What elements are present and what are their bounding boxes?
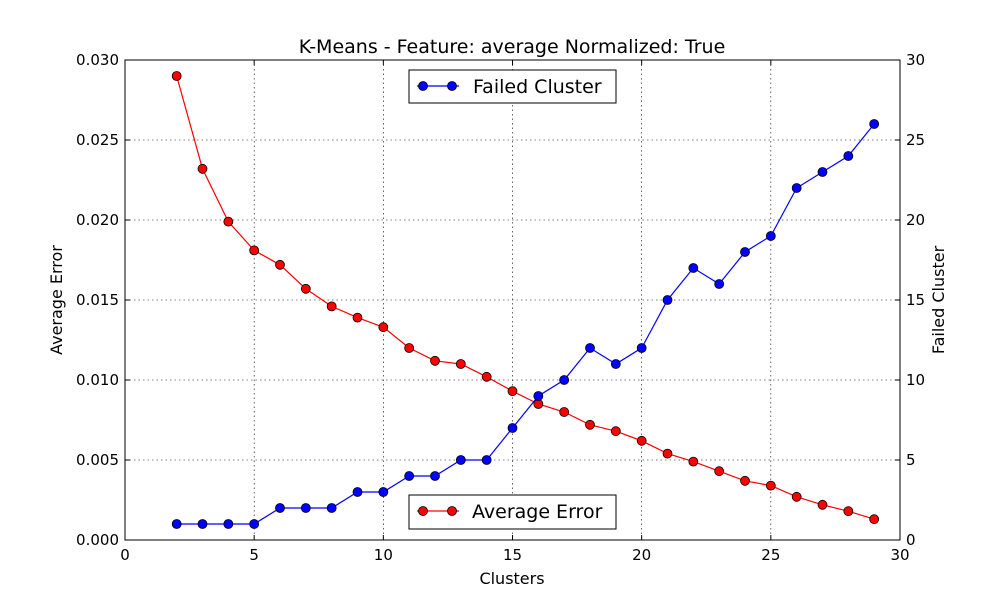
y-right-axis-ticks: 0 5 10 15 20 25 30 <box>895 51 925 549</box>
data-point-average-error <box>430 355 440 366</box>
grid-lines <box>125 60 900 540</box>
chart-title: K-Means - Feature: average Normalized: T… <box>299 36 726 58</box>
data-point-failed-cluster <box>610 359 621 369</box>
y-left-tick-label: 0.020 <box>76 211 119 229</box>
y-left-tick-label: 0.000 <box>76 531 119 549</box>
data-point-failed-cluster <box>740 247 750 257</box>
data-point-average-error <box>740 475 750 486</box>
data-point-average-error <box>843 506 854 517</box>
data-point-failed-cluster <box>662 295 673 305</box>
data-point-average-error <box>869 514 880 525</box>
data-point-failed-cluster <box>326 503 337 513</box>
series-points <box>171 71 880 529</box>
data-point-failed-cluster <box>714 279 725 289</box>
data-point-average-error <box>404 343 415 353</box>
data-point-average-error <box>481 371 492 382</box>
legend-bottom-label: Average Error <box>472 501 603 523</box>
data-point-average-error <box>791 491 802 502</box>
data-point-failed-cluster <box>869 119 880 129</box>
data-point-average-error <box>171 71 182 81</box>
data-point-failed-cluster <box>507 423 518 433</box>
data-point-average-error <box>326 301 337 312</box>
data-point-average-error <box>378 322 389 333</box>
y-right-tick-label: 25 <box>906 131 925 149</box>
data-point-failed-cluster <box>378 487 389 497</box>
data-point-average-error <box>352 312 363 323</box>
y-left-tick-label: 0.010 <box>76 371 119 389</box>
x-tick-label: 5 <box>249 546 259 564</box>
y-right-tick-label: 10 <box>906 371 925 389</box>
data-point-failed-cluster <box>585 343 595 353</box>
data-point-average-error <box>688 456 699 467</box>
x-tick-label: 10 <box>374 546 393 564</box>
x-tick-label: 15 <box>503 546 522 564</box>
y-right-tick-label: 5 <box>906 451 916 469</box>
data-point-average-error <box>197 163 208 174</box>
series-line-failed-cluster <box>176 123 875 525</box>
x-tick-label: 0 <box>120 546 130 564</box>
data-point-average-error <box>714 466 725 477</box>
legend-top-label: Failed Cluster <box>473 76 602 98</box>
legend-top-marker <box>447 81 457 91</box>
y-right-tick-label: 15 <box>906 291 925 309</box>
data-point-failed-cluster <box>171 519 182 529</box>
y-right-tick-label: 0 <box>906 531 916 549</box>
data-point-average-error <box>817 499 828 510</box>
data-point-failed-cluster <box>275 503 285 513</box>
x-axis-ticks: 0 5 10 15 20 25 30 <box>120 60 910 564</box>
legend-bottom-marker <box>447 506 457 516</box>
data-point-average-error <box>223 216 234 227</box>
data-point-failed-cluster <box>533 391 544 401</box>
y-left-tick-label: 0.015 <box>76 291 119 309</box>
data-point-average-error <box>636 435 647 446</box>
y-right-tick-label: 30 <box>906 51 925 69</box>
legend-bottom-marker <box>418 506 428 516</box>
data-point-failed-cluster <box>197 519 208 529</box>
data-point-failed-cluster <box>300 503 311 513</box>
data-point-average-error <box>662 448 673 459</box>
x-tick-label: 30 <box>890 546 909 564</box>
data-point-failed-cluster <box>249 519 260 529</box>
data-point-average-error <box>765 480 776 491</box>
data-point-failed-cluster <box>223 519 234 529</box>
data-point-failed-cluster <box>481 455 492 465</box>
data-point-failed-cluster <box>688 263 699 273</box>
y-right-axis-label: Failed Cluster <box>929 245 948 354</box>
data-point-failed-cluster <box>817 167 828 177</box>
y-left-tick-label: 0.025 <box>76 131 119 149</box>
data-point-failed-cluster <box>455 455 466 465</box>
x-axis-label: Clusters <box>479 569 544 588</box>
data-point-failed-cluster <box>636 343 647 353</box>
y-right-tick-label: 20 <box>906 211 925 229</box>
y-left-tick-label: 0.005 <box>76 451 119 469</box>
legend-top-marker <box>418 81 428 91</box>
legend-average-error: Average Error <box>408 494 617 530</box>
data-point-average-error <box>455 359 466 369</box>
y-left-tick-label: 0.030 <box>76 51 119 69</box>
data-point-failed-cluster <box>791 183 802 193</box>
data-point-average-error <box>585 419 595 430</box>
data-point-failed-cluster <box>843 151 854 161</box>
legend-bottom-box <box>408 494 617 530</box>
x-tick-label: 25 <box>761 546 780 564</box>
data-point-average-error <box>275 259 285 270</box>
y-left-axis-ticks: 0.000 0.005 0.010 0.015 0.020 0.025 0.030 <box>76 51 130 549</box>
data-point-average-error <box>610 426 621 437</box>
data-point-average-error <box>300 283 311 294</box>
data-point-failed-cluster <box>559 375 570 385</box>
series-lines <box>176 75 875 525</box>
legend-failed-cluster: Failed Cluster <box>408 69 617 104</box>
data-point-average-error <box>249 245 260 256</box>
y-left-axis-label: Average Error <box>47 245 66 355</box>
series-line-average-error <box>176 75 875 520</box>
x-tick-label: 20 <box>632 546 651 564</box>
data-point-failed-cluster <box>352 487 363 497</box>
data-point-failed-cluster <box>404 471 415 481</box>
data-point-failed-cluster <box>430 471 440 481</box>
data-point-average-error <box>507 386 518 397</box>
data-point-average-error <box>559 407 570 417</box>
data-point-failed-cluster <box>765 231 776 241</box>
